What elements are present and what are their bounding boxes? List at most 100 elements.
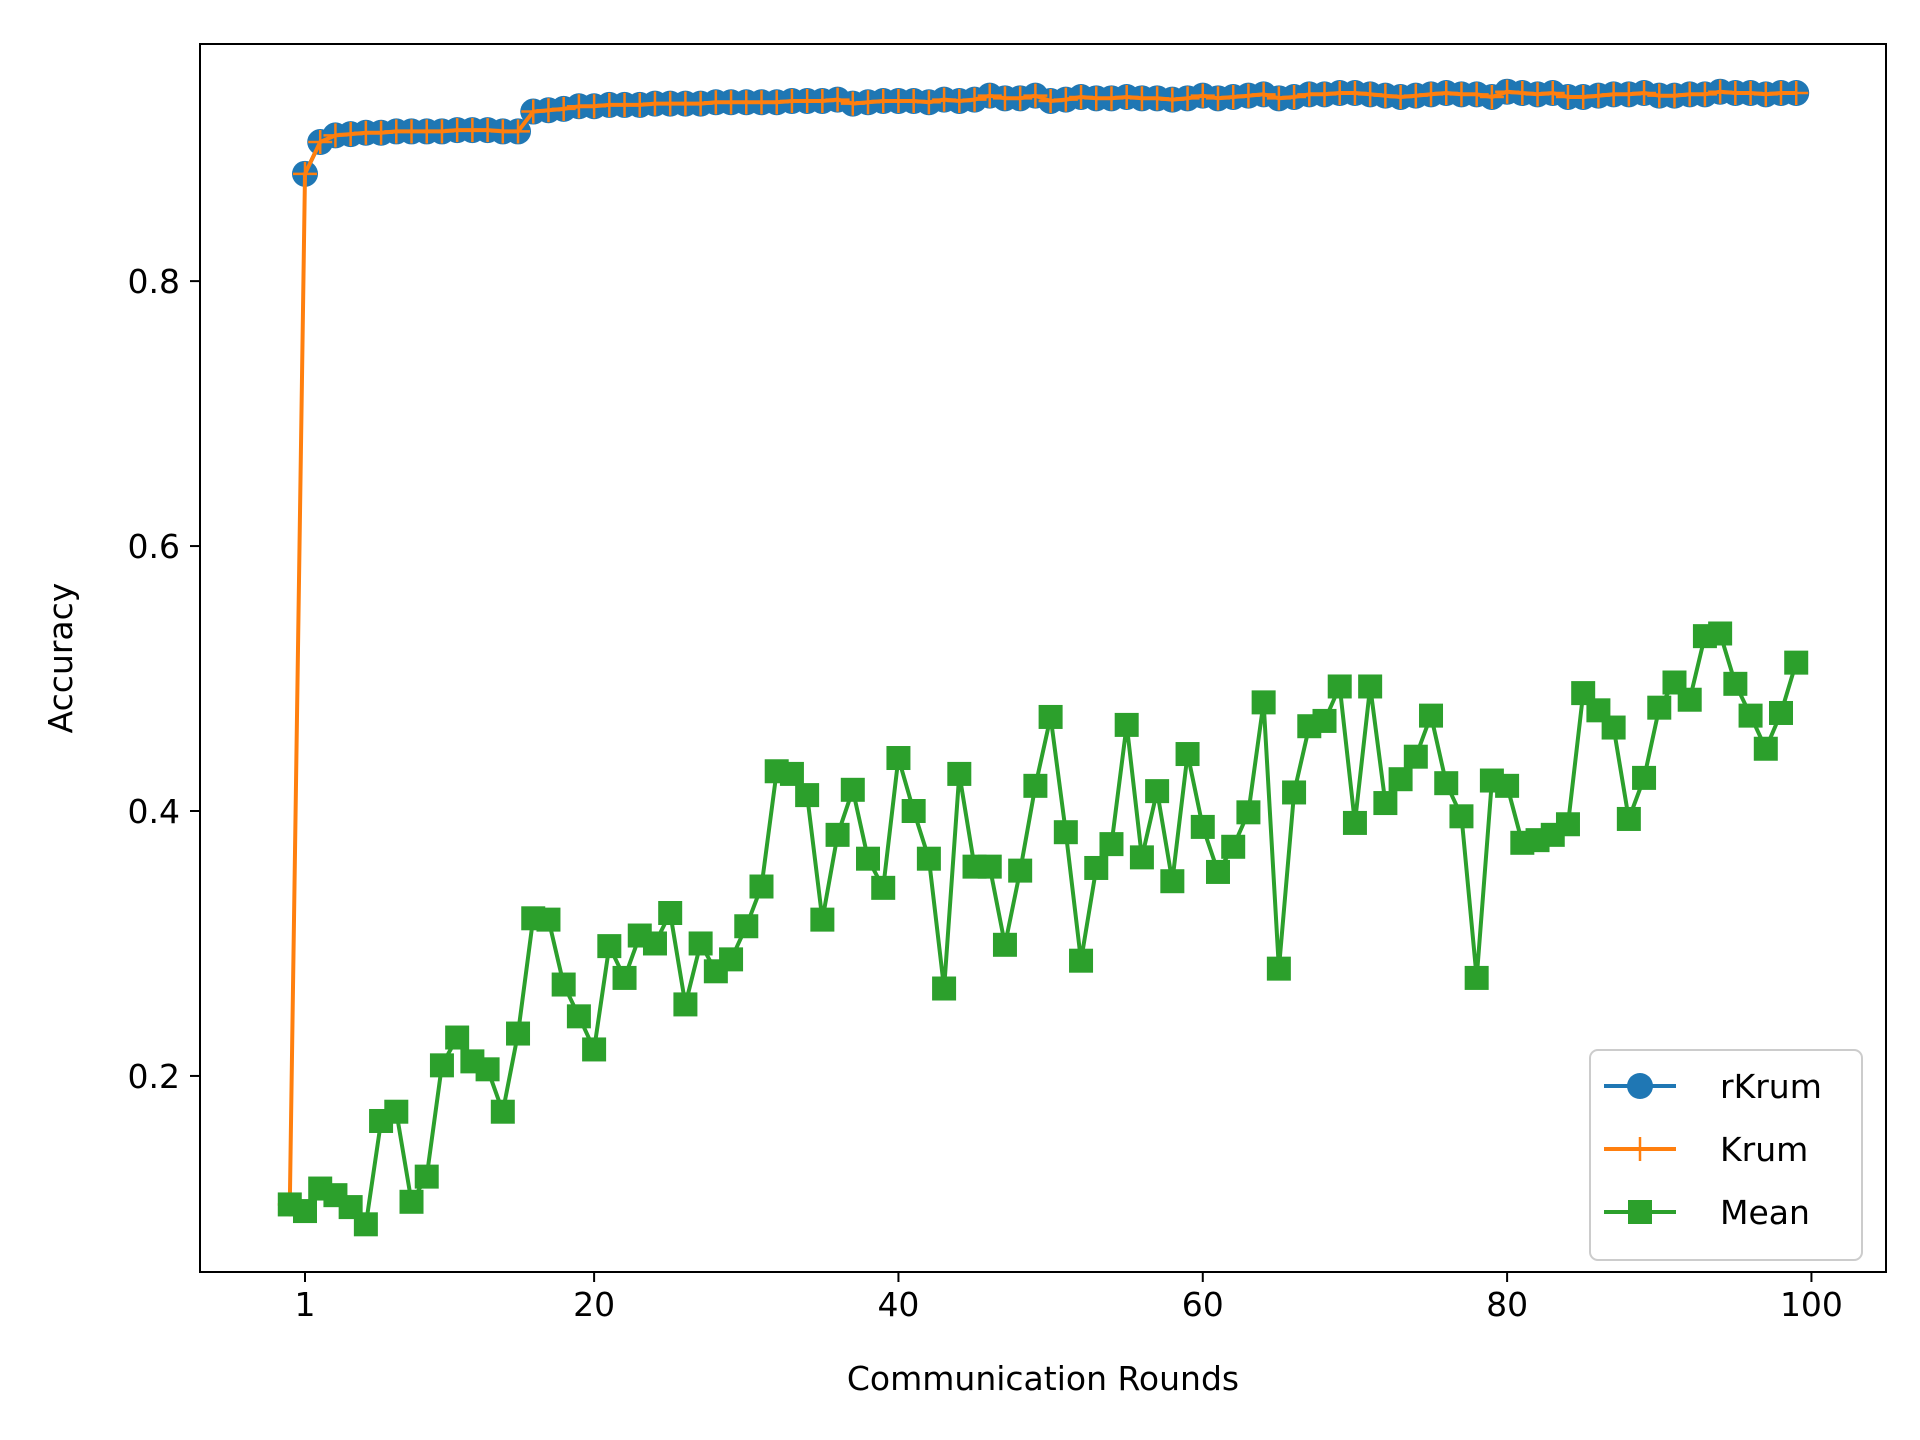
data-point-krum — [1388, 84, 1413, 109]
data-point-krum — [369, 120, 394, 145]
data-point-krum — [521, 99, 546, 124]
data-point-krum — [1692, 82, 1717, 107]
data-point-mean — [1190, 814, 1215, 839]
data-point-mean — [947, 761, 972, 786]
y-tick-label: 0.4 — [128, 792, 180, 831]
data-point-mean — [719, 947, 744, 972]
data-point-mean — [1358, 674, 1383, 699]
data-point-mean — [1145, 779, 1170, 804]
legend-item-mean: Mean — [1604, 1193, 1810, 1232]
data-point-mean — [992, 932, 1017, 957]
data-point-krum — [536, 98, 561, 123]
data-point-krum — [1312, 82, 1337, 107]
data-point-mean — [673, 992, 698, 1017]
data-point-mean — [1373, 791, 1398, 816]
data-point-krum — [825, 87, 850, 112]
data-point-krum — [1251, 82, 1276, 107]
data-point-krum — [1632, 81, 1657, 106]
x-axis-label: Communication Rounds — [847, 1359, 1239, 1398]
data-point-krum — [947, 88, 972, 113]
data-point-mean — [688, 931, 713, 956]
data-point-krum — [688, 91, 713, 116]
data-point-mean — [1388, 767, 1413, 792]
data-point-krum — [1221, 84, 1246, 109]
data-point-krum — [1753, 82, 1778, 107]
data-point-krum — [1525, 82, 1550, 107]
data-point-krum — [1175, 86, 1200, 111]
legend-label-mean: Mean — [1720, 1193, 1810, 1232]
data-point-krum — [1662, 83, 1687, 108]
data-point-krum — [1358, 82, 1383, 107]
data-point-krum — [962, 87, 987, 112]
y-tick-label: 0.8 — [128, 262, 180, 301]
data-point-mean — [1784, 650, 1809, 675]
data-point-krum — [1236, 83, 1261, 108]
data-point-krum — [1510, 81, 1535, 106]
data-point-krum — [1738, 81, 1763, 106]
data-point-krum — [1784, 81, 1809, 106]
data-point-krum — [323, 123, 348, 148]
data-point-krum — [1008, 86, 1033, 111]
data-point-krum — [551, 96, 576, 121]
x-tick-label: 100 — [1780, 1285, 1843, 1324]
data-point-mean — [886, 746, 911, 771]
data-point-mean — [734, 914, 759, 939]
data-point-mean — [1008, 858, 1033, 883]
data-point-mean — [901, 799, 926, 824]
x-tick-label: 60 — [1182, 1285, 1224, 1324]
data-point-mean — [566, 1004, 591, 1029]
data-point-krum — [1114, 84, 1139, 109]
data-point-mean — [353, 1212, 378, 1237]
data-point-mean — [1403, 744, 1428, 769]
data-point-krum — [308, 130, 333, 155]
data-point-krum — [1099, 86, 1124, 111]
data-point-krum — [1479, 84, 1504, 109]
legend-label-rkrum: rKrum — [1720, 1067, 1822, 1106]
data-point-mean — [612, 965, 637, 990]
data-point-krum — [1434, 81, 1459, 106]
data-point-krum — [1342, 81, 1367, 106]
data-point-mean — [399, 1189, 424, 1214]
data-point-mean — [1327, 674, 1352, 699]
data-point-mean — [1175, 742, 1200, 767]
data-point-krum — [1266, 86, 1291, 111]
legend-marker-krum — [1628, 1137, 1652, 1161]
data-point-krum — [506, 119, 531, 144]
data-point-mean — [1632, 765, 1657, 790]
legend-item-rkrum: rKrum — [1604, 1067, 1822, 1106]
data-point-krum — [1190, 83, 1215, 108]
data-point-mean — [1753, 736, 1778, 761]
data-point-mean — [1449, 804, 1474, 829]
data-point-krum — [1586, 83, 1611, 108]
data-point-mean — [1099, 832, 1124, 857]
x-tick-label: 80 — [1486, 1285, 1528, 1324]
data-point-mean — [582, 1037, 607, 1062]
data-point-mean — [551, 972, 576, 997]
data-point-mean — [871, 875, 896, 900]
data-point-mean — [825, 822, 850, 847]
data-point-mean — [1312, 708, 1337, 733]
data-point-mean — [1647, 695, 1672, 720]
data-point-krum — [1373, 83, 1398, 108]
data-point-mean — [932, 976, 957, 1001]
data-point-krum — [810, 88, 835, 113]
data-point-krum — [338, 122, 363, 147]
data-point-krum — [1282, 84, 1307, 109]
data-point-mean — [597, 934, 622, 959]
data-point-mean — [1769, 700, 1794, 725]
data-point-mean — [1251, 690, 1276, 715]
data-point-krum — [1038, 88, 1063, 113]
data-point-mean — [810, 907, 835, 932]
data-point-mean — [658, 901, 683, 926]
data-point-mean — [1129, 845, 1154, 870]
data-point-mean — [1023, 773, 1048, 798]
data-point-mean — [429, 1053, 454, 1078]
legend-marker-rkrum — [1627, 1073, 1653, 1099]
data-point-mean — [1114, 712, 1139, 737]
data-point-mean — [1205, 859, 1230, 884]
data-point-mean — [642, 931, 667, 956]
y-tick-label: 0.2 — [128, 1057, 180, 1096]
data-point-mean — [1738, 703, 1763, 728]
x-tick-label: 40 — [877, 1285, 919, 1324]
series-layer — [277, 78, 1810, 1237]
